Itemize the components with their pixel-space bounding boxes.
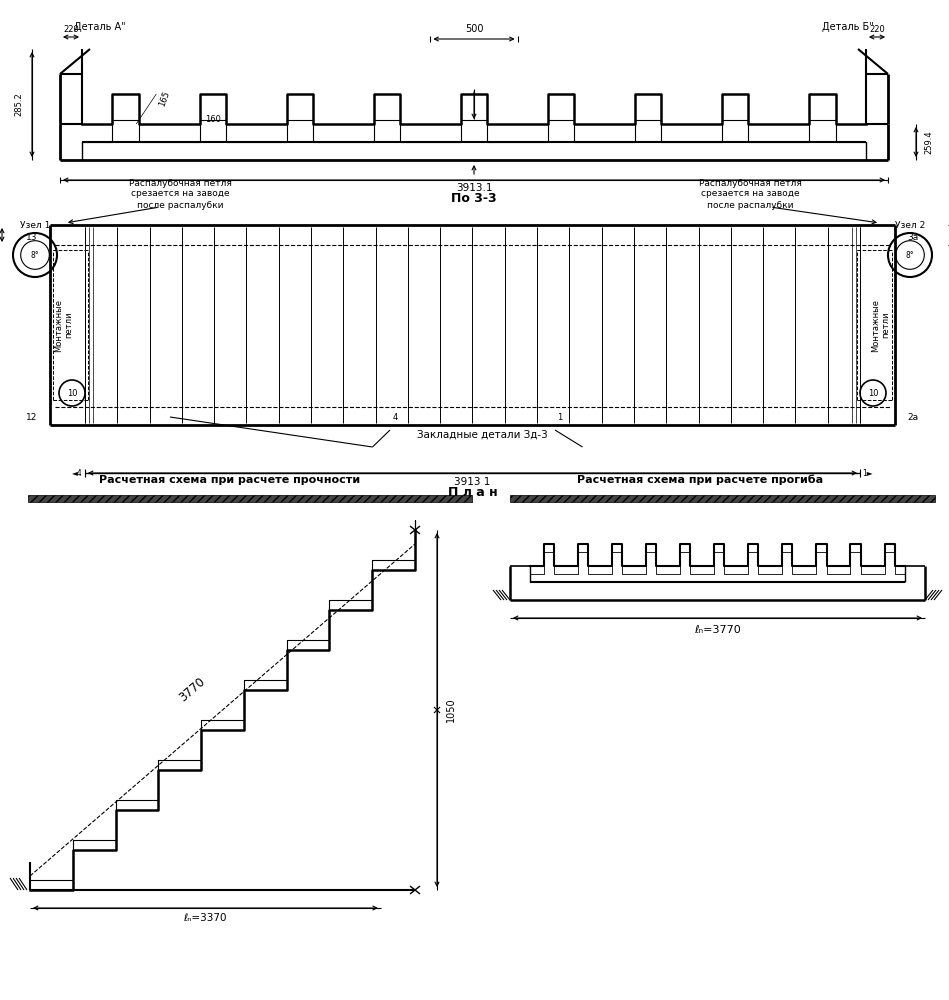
Text: 500: 500	[465, 24, 483, 34]
Text: 220: 220	[64, 24, 79, 33]
Text: Узел 2: Узел 2	[895, 222, 925, 231]
Text: 13: 13	[27, 232, 38, 241]
Text: Деталь Б": Деталь Б"	[822, 22, 874, 32]
Text: 3а: 3а	[907, 232, 919, 241]
Text: Расчетная схема при расчете прочности: Расчетная схема при расчете прочности	[100, 475, 361, 485]
Text: Расчетная схема при расчете прогиба: Расчетная схема при расчете прогиба	[577, 475, 823, 485]
Text: П л а н: П л а н	[448, 487, 497, 499]
Text: 4: 4	[392, 412, 398, 422]
Text: срезается на заводе: срезается на заводе	[700, 190, 799, 198]
Text: 3913 1: 3913 1	[455, 477, 491, 487]
Text: 10: 10	[867, 388, 878, 397]
Text: 8°: 8°	[30, 250, 39, 259]
Text: Закладные детали Зд-3: Закладные детали Зд-3	[418, 430, 548, 440]
Text: 1050: 1050	[446, 698, 456, 722]
Text: По 3-3: По 3-3	[451, 192, 497, 205]
Text: после распалубки: после распалубки	[137, 200, 223, 210]
Text: 3913.1: 3913.1	[456, 183, 493, 193]
Text: после распалубки: после распалубки	[707, 200, 793, 210]
Text: Узел 1: Узел 1	[20, 222, 50, 231]
Text: 1: 1	[557, 412, 563, 422]
Text: 1►: 1►	[863, 468, 873, 478]
Text: Распалубочная петля: Распалубочная петля	[698, 178, 802, 188]
Text: 2а: 2а	[907, 412, 919, 422]
Bar	[28, 495, 472, 502]
Text: 160: 160	[205, 114, 220, 123]
Text: 8°: 8°	[905, 250, 914, 259]
Text: ℓₙ=3770: ℓₙ=3770	[694, 625, 741, 635]
Text: Распалубочная петля: Распалубочная петля	[128, 178, 232, 188]
Text: Деталь А": Деталь А"	[74, 22, 126, 32]
Text: Монтажные
петли: Монтажные петли	[871, 298, 891, 352]
Text: 10: 10	[66, 388, 77, 397]
Text: срезается на заводе: срезается на заводе	[131, 190, 230, 198]
Text: 285.2: 285.2	[14, 93, 24, 116]
Text: ◄4: ◄4	[71, 468, 83, 478]
Bar	[510, 495, 935, 502]
Text: ℓₙ=3370: ℓₙ=3370	[184, 913, 227, 923]
Text: 220: 220	[869, 24, 884, 33]
Text: 259.4: 259.4	[924, 130, 934, 154]
Text: 165: 165	[158, 90, 171, 108]
Text: 3770: 3770	[177, 675, 208, 705]
Text: Монтажные
петли: Монтажные петли	[54, 298, 74, 352]
Text: 12: 12	[27, 412, 38, 422]
